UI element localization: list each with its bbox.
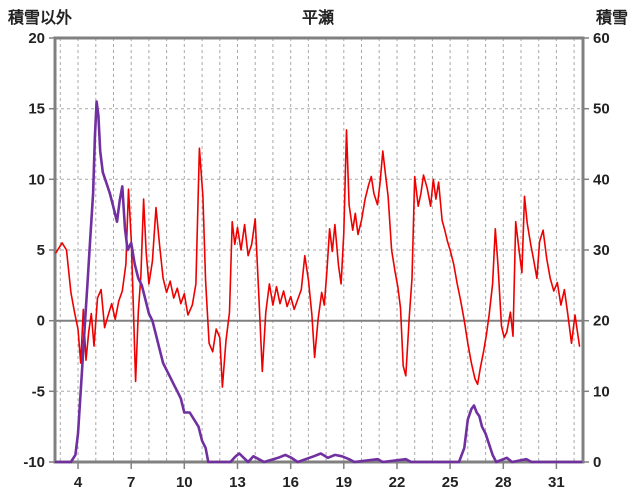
right-tick-label: 60 xyxy=(593,30,610,47)
right-tick-label: 0 xyxy=(593,454,601,471)
plot-area: 4 7 10 13 16 19 22 25 28 3120151050-5-10605040302… xyxy=(23,30,609,491)
series-line-snow-depth xyxy=(54,100,583,464)
right-tick-label: 50 xyxy=(593,101,610,118)
x-tick-label: 16 xyxy=(282,474,299,491)
right-tick-label: 20 xyxy=(593,313,610,330)
x-tick-label: 13 xyxy=(229,474,246,491)
right-tick-label: 10 xyxy=(593,383,610,400)
right-axis-ticks: 60 50 40 30 20 10 0 xyxy=(584,30,610,471)
left-axis-title: 積雪以外 xyxy=(7,8,72,27)
series-line-other-than-snow xyxy=(55,129,581,388)
x-tick-label: 19 xyxy=(335,474,352,491)
x-tick-label: 4 xyxy=(74,474,83,491)
right-axis-title: 積雪 xyxy=(595,8,628,27)
x-axis-ticks: 4 7 10 13 16 19 22 25 28 31 xyxy=(74,463,565,491)
chart-title: 平瀬 xyxy=(302,8,334,27)
left-tick-label: -5 xyxy=(32,383,45,400)
left-axis-ticks: 20 15 10 5 0 -5 -10 xyxy=(23,30,54,471)
plot-frame xyxy=(53,36,585,464)
x-tick-label: 31 xyxy=(548,474,565,491)
left-tick-label: 10 xyxy=(28,171,45,188)
x-tick-label: 7 xyxy=(127,474,135,491)
left-tick-label: 20 xyxy=(28,30,45,47)
x-tick-label: 22 xyxy=(389,474,406,491)
left-tick-label: 0 xyxy=(37,313,45,330)
right-tick-label: 30 xyxy=(593,242,610,259)
x-tick-label: 25 xyxy=(442,474,459,491)
left-tick-label: 15 xyxy=(28,101,45,118)
left-tick-label: 5 xyxy=(37,242,45,259)
right-tick-label: 40 xyxy=(593,171,610,188)
left-tick-label: -10 xyxy=(23,454,45,471)
x-tick-label: 10 xyxy=(176,474,193,491)
x-tick-label: 28 xyxy=(495,474,512,491)
